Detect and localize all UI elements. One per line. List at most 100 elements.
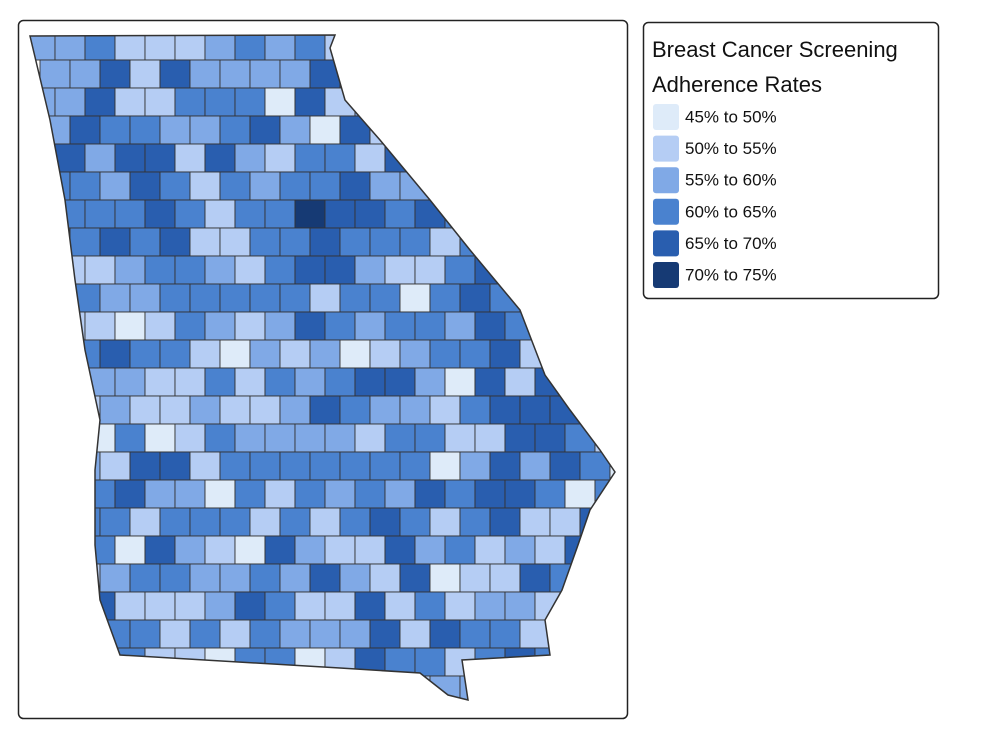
county	[294, 479, 326, 509]
county	[519, 451, 551, 481]
county	[324, 311, 356, 341]
county	[339, 395, 371, 425]
county	[189, 115, 221, 145]
county	[324, 423, 356, 453]
legend-items: 45% to 50% 50% to 55% 55% to 60% 60% to 65%…	[653, 104, 777, 288]
county	[640, 340, 670, 368]
county	[399, 339, 431, 369]
county	[249, 619, 281, 649]
county	[309, 395, 341, 425]
county	[204, 535, 236, 565]
county	[249, 227, 281, 257]
county	[309, 451, 341, 481]
county	[39, 59, 71, 89]
county	[279, 563, 311, 593]
county	[354, 423, 386, 453]
county	[369, 619, 401, 649]
county	[294, 199, 326, 229]
county	[504, 367, 536, 397]
county	[429, 507, 461, 537]
county	[264, 423, 296, 453]
county	[114, 591, 146, 621]
county	[99, 59, 131, 89]
county	[114, 87, 146, 117]
county	[174, 479, 206, 509]
county	[144, 87, 176, 117]
county	[354, 143, 386, 173]
county	[429, 619, 461, 649]
legend-label: 60% to 65%	[685, 202, 777, 221]
county	[219, 115, 251, 145]
county	[444, 479, 476, 509]
county	[129, 619, 161, 649]
county	[294, 143, 326, 173]
county	[339, 563, 371, 593]
county	[144, 143, 176, 173]
county	[399, 227, 431, 257]
county	[189, 619, 221, 649]
county	[324, 255, 356, 285]
county	[159, 395, 191, 425]
county	[294, 367, 326, 397]
county	[354, 311, 386, 341]
county	[204, 87, 236, 117]
county	[159, 451, 191, 481]
county	[369, 507, 401, 537]
county	[279, 395, 311, 425]
county	[129, 451, 161, 481]
county	[504, 479, 536, 509]
county	[444, 423, 476, 453]
county	[369, 451, 401, 481]
county	[504, 591, 536, 621]
county	[384, 199, 416, 229]
county	[264, 255, 296, 285]
county	[159, 563, 191, 593]
county	[489, 619, 521, 649]
county	[129, 171, 161, 201]
county	[309, 115, 341, 145]
county	[249, 563, 281, 593]
county	[459, 395, 491, 425]
county	[519, 507, 551, 537]
county	[204, 591, 236, 621]
county	[69, 59, 101, 89]
county	[219, 451, 251, 481]
county	[249, 115, 281, 145]
county	[264, 367, 296, 397]
county	[489, 395, 521, 425]
county	[429, 563, 461, 593]
county	[279, 115, 311, 145]
county	[354, 591, 386, 621]
legend-swatch	[653, 104, 679, 130]
county	[234, 255, 266, 285]
county	[69, 171, 101, 201]
county	[174, 255, 206, 285]
county	[204, 143, 236, 173]
county	[144, 311, 176, 341]
county	[549, 451, 581, 481]
county	[159, 227, 191, 257]
county	[625, 424, 655, 452]
county	[174, 423, 206, 453]
county	[249, 395, 281, 425]
county	[399, 283, 431, 313]
county	[459, 451, 491, 481]
county	[444, 367, 476, 397]
county	[189, 227, 221, 257]
county	[144, 367, 176, 397]
county	[369, 171, 401, 201]
county	[219, 339, 251, 369]
county	[144, 35, 176, 61]
county	[279, 507, 311, 537]
county	[429, 451, 461, 481]
county	[564, 479, 596, 509]
legend-title: Adherence Rates	[652, 72, 822, 97]
county	[129, 507, 161, 537]
county	[114, 311, 146, 341]
county	[339, 339, 371, 369]
county	[429, 227, 461, 257]
county	[99, 283, 131, 313]
county	[640, 452, 670, 480]
county	[159, 59, 191, 89]
county	[144, 535, 176, 565]
